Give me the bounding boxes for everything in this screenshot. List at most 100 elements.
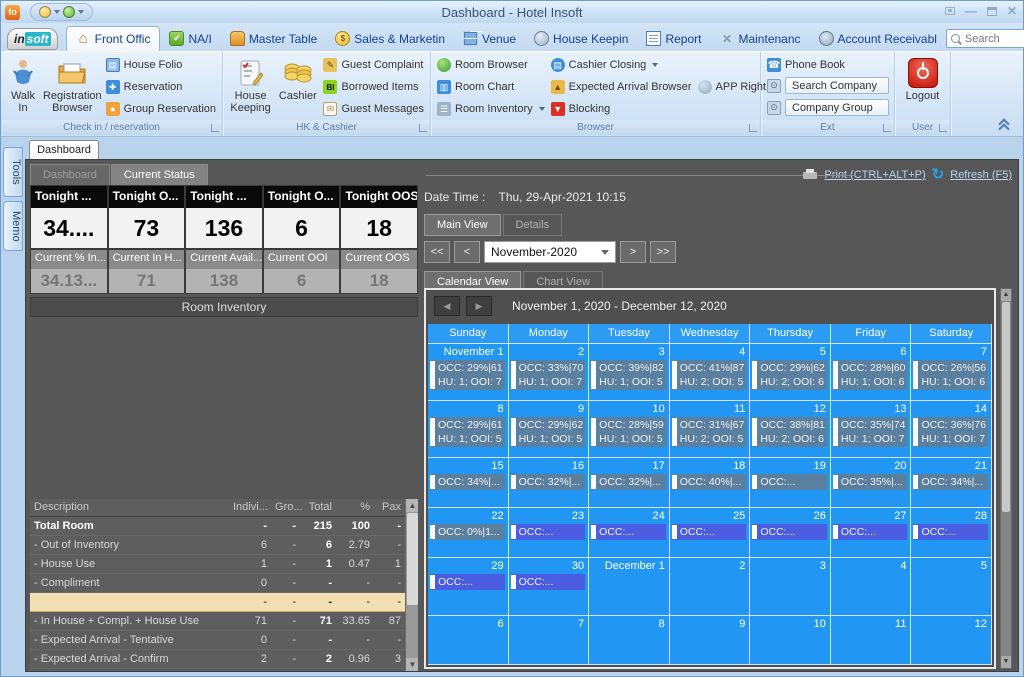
inventory-row[interactable]: - In House + Compl. + House Use 71 - 71 33.6… — [30, 612, 405, 631]
ribbon-tab-venue[interactable]: Venue — [454, 27, 525, 51]
calendar-day-cell[interactable]: 14 OCC: 36%|76 HU: 1; OOI: 7 — [911, 401, 993, 458]
calendar-event[interactable]: OCC: 33%|70 HU: 1; OOI: 7 — [510, 360, 586, 390]
maximize-button[interactable] — [986, 6, 997, 16]
ribbon-tab-maintenanc[interactable]: ✕ Maintenanc — [710, 27, 809, 51]
inventory-row[interactable]: - Expected Arrival - Tentative 0 - - - - — [30, 631, 405, 650]
calendar-day-cell[interactable]: 23 OCC:... — [508, 508, 590, 558]
calendar-day-cell[interactable]: 30 OCC:... — [508, 558, 590, 616]
calendar-day-cell[interactable]: 4 OCC: 41%|87 HU: 2; OOI: 5 — [669, 344, 751, 401]
calendar-day-cell[interactable]: 11 — [830, 616, 912, 665]
calendar-day-cell[interactable]: 7 — [508, 616, 590, 665]
calendar-day-cell[interactable]: 10 — [750, 616, 831, 665]
quick-access-button-1[interactable] — [39, 6, 51, 18]
calendar-event[interactable]: OCC:... — [752, 524, 827, 540]
logout-button[interactable]: Logout — [899, 56, 946, 120]
app-logo[interactable]: in soft — [7, 28, 58, 50]
calendar-day-cell[interactable]: 16 OCC: 32%|... — [508, 458, 590, 508]
prev-month-button[interactable]: < — [454, 241, 480, 263]
stat-tile[interactable]: Current In H... 71 — [108, 250, 185, 293]
tab-details[interactable]: Details — [502, 214, 563, 236]
room-inventory-button[interactable]: ☰ Room Inventory — [437, 102, 545, 116]
calendar-event[interactable]: OCC: 0%|1... — [430, 524, 505, 540]
fullscreen-icon[interactable] — [944, 7, 955, 15]
borrowed-items-button[interactable]: BI Borrowed Items — [323, 80, 424, 94]
inventory-row[interactable]: - Expected Arrival - Confirm 2 - 2 0.96 3 — [30, 650, 405, 669]
phone-book-button[interactable]: ☎ Phone Book — [767, 58, 888, 72]
close-button[interactable]: ✕ — [1006, 4, 1017, 18]
stat-tile[interactable]: Tonight O... 6 — [263, 186, 340, 248]
sidebar-tab-tools[interactable]: Tools — [3, 147, 23, 197]
blocking-button[interactable]: ▼ Blocking — [550, 102, 692, 116]
calendar-day-cell[interactable]: 2 OCC: 33%|70 HU: 1; OOI: 7 — [508, 344, 590, 401]
search-input[interactable] — [945, 29, 1024, 48]
calendar-event[interactable]: OCC:... — [832, 524, 908, 540]
calendar-event[interactable]: OCC: 29%|61 HU: 1; OOI: 5 — [430, 417, 505, 447]
room-chart-button[interactable]: ▥ Room Chart — [437, 80, 545, 94]
collapse-ribbon-icon[interactable] — [999, 120, 1009, 130]
calendar-day-cell[interactable]: 9 — [669, 616, 751, 665]
scroll-up-icon[interactable]: ▲ — [1001, 289, 1011, 301]
chevron-down-icon[interactable] — [54, 10, 60, 14]
refresh-link[interactable]: Refresh (F5) — [950, 169, 1012, 181]
calendar-day-cell[interactable]: 8 — [589, 616, 670, 665]
reservation-button[interactable]: ✚ Reservation — [105, 80, 216, 94]
calendar-day-cell[interactable]: 5 — [911, 558, 993, 616]
calendar-event[interactable]: OCC:... — [430, 574, 505, 590]
dialog-launcher-icon[interactable] — [939, 124, 947, 132]
calendar-day-cell[interactable]: 5 OCC: 29%|62 HU: 2; OOI: 6 — [750, 344, 831, 401]
calendar-event[interactable]: OCC: 28%|59 HU: 1; OOI: 5 — [591, 417, 666, 447]
print-link[interactable]: Print (CTRL+ALT+P) — [824, 169, 926, 181]
calendar-event[interactable]: OCC:... — [913, 524, 989, 540]
calendar-event[interactable]: OCC:... — [752, 474, 827, 490]
scroll-down-icon[interactable]: ▼ — [1001, 656, 1011, 668]
scroll-up-icon[interactable]: ▲ — [406, 499, 418, 512]
calendar-next-button[interactable]: ▶ — [466, 296, 492, 316]
document-tab-dashboard[interactable]: Dashboard — [29, 140, 99, 160]
calendar-event[interactable]: OCC: 28%|60 HU: 1; OOI: 6 — [832, 360, 908, 390]
calendar-day-cell[interactable]: 22 OCC: 0%|1... — [428, 508, 509, 558]
calendar-day-cell[interactable]: 12 — [911, 616, 993, 665]
app-right-button[interactable]: APP Right — [697, 80, 766, 94]
ribbon-tab-sales-marketin[interactable]: $ Sales & Marketin — [326, 27, 454, 51]
calendar-day-cell[interactable]: 25 OCC:... — [669, 508, 751, 558]
calendar-day-cell[interactable]: 6 OCC: 28%|60 HU: 1; OOI: 6 — [830, 344, 912, 401]
calendar-event[interactable]: OCC:... — [510, 574, 586, 590]
ribbon-tab-report[interactable]: Report — [637, 27, 710, 51]
inventory-scrollbar[interactable]: ▲ ▼ — [405, 499, 418, 671]
ribbon-tab-account-receivabl[interactable]: Account Receivabl — [810, 27, 946, 51]
guest-messages-button[interactable]: ✉ Guest Messages — [323, 102, 424, 116]
tab-dashboard[interactable]: Dashboard — [30, 164, 110, 185]
calendar-event[interactable]: OCC:... — [591, 524, 666, 540]
expected-arrival-browser-button[interactable]: ▲ Expected Arrival Browser — [550, 80, 692, 94]
cashier-button[interactable]: Cashier — [276, 56, 319, 120]
calendar-day-cell[interactable]: 6 — [428, 616, 509, 665]
house-keeping-button[interactable]: House Keeping — [227, 56, 274, 120]
calendar-day-cell[interactable]: 19 OCC:... — [750, 458, 831, 508]
next-month-button[interactable]: > — [620, 241, 646, 263]
calendar-day-cell[interactable]: November 1 OCC: 29%|61 HU: 1; OOI: 7 — [428, 344, 509, 401]
sidebar-tab-memo[interactable]: Memo — [3, 201, 23, 251]
dialog-launcher-icon[interactable] — [749, 124, 757, 132]
inventory-row[interactable]: - Compliment 0 - - - - — [30, 574, 405, 593]
stat-tile[interactable]: Tonight O... 73 — [108, 186, 185, 248]
calendar-event[interactable]: OCC:... — [671, 524, 747, 540]
last-month-button[interactable]: >> — [650, 241, 676, 263]
calendar-day-cell[interactable]: 8 OCC: 29%|61 HU: 1; OOI: 5 — [428, 401, 509, 458]
stat-tile[interactable]: Current Avail... 138 — [186, 250, 262, 293]
group-reservation-button[interactable]: ● Group Reservation — [105, 102, 216, 116]
ribbon-tab-house-keepin[interactable]: House Keepin — [525, 27, 637, 51]
calendar-day-cell[interactable]: 17 OCC: 32%|... — [589, 458, 670, 508]
app-icon[interactable]: fo — [5, 4, 20, 20]
month-select[interactable]: November-2020 — [484, 241, 616, 263]
calendar-day-cell[interactable]: 7 OCC: 26%|56 HU: 1; OOI: 6 — [911, 344, 993, 401]
calendar-day-cell[interactable]: 9 OCC: 29%|62 HU: 1; OOI: 5 — [508, 401, 590, 458]
inventory-row[interactable]: - House Use 1 - 1 0.47 1 — [30, 555, 405, 574]
stat-tile[interactable]: Current OOS 18 — [341, 250, 417, 293]
walk-in-button[interactable]: Walk In — [5, 56, 41, 120]
inventory-row[interactable]: - Expected Arrival - Guaranteed0---- — [30, 669, 405, 671]
calendar-day-cell[interactable]: 12 OCC: 38%|81 HU: 2; OOI: 6 — [750, 401, 831, 458]
calendar-event[interactable]: OCC: 38%|81 HU: 2; OOI: 6 — [752, 417, 827, 447]
calendar-day-cell[interactable]: 27 OCC:... — [830, 508, 912, 558]
calendar-event[interactable]: OCC: 40%|... — [671, 474, 747, 490]
calendar-event[interactable]: OCC: 29%|61 HU: 1; OOI: 7 — [430, 360, 505, 390]
